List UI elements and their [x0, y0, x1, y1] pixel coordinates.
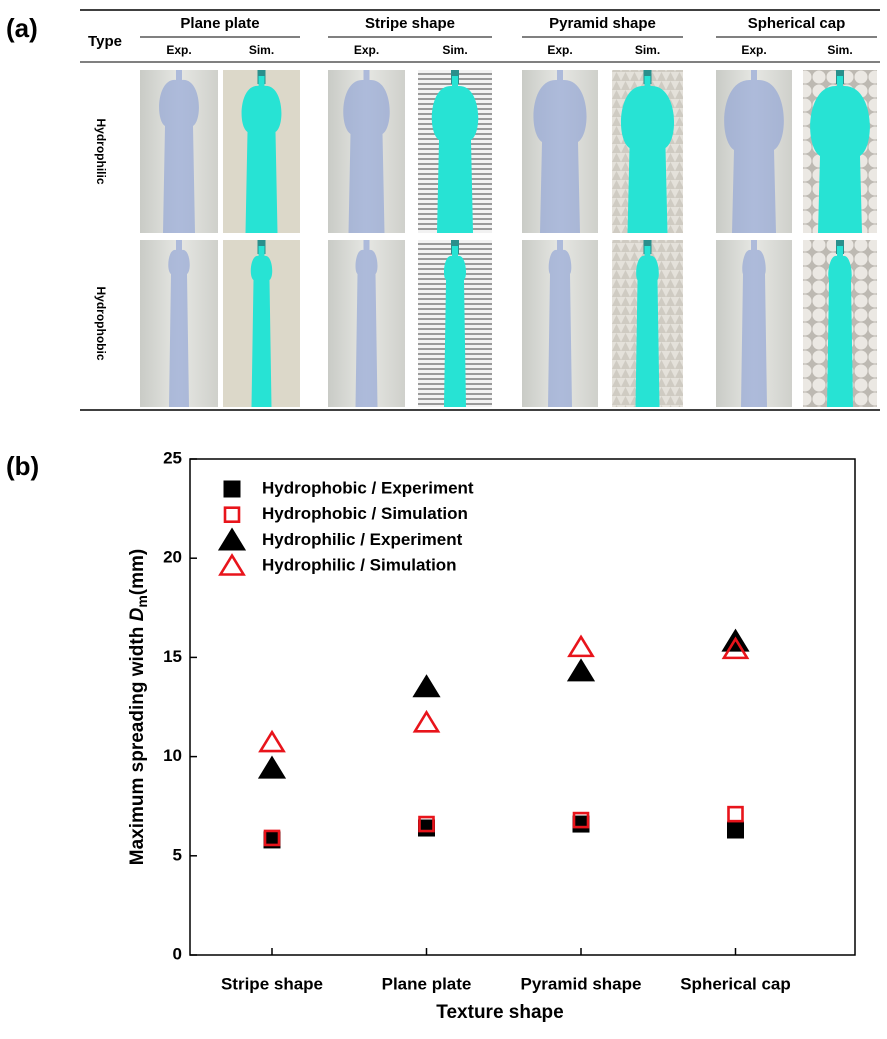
- legend-label: Hydrophilic / Simulation: [262, 556, 457, 575]
- row-label: Hydrophilic: [94, 118, 108, 184]
- data-point: [727, 821, 744, 839]
- column-header: Pyramid shape: [549, 15, 656, 32]
- y-tick-label: 10: [163, 746, 182, 765]
- experiment-fluid: [343, 70, 390, 233]
- type-header: Type: [88, 33, 122, 50]
- x-tick-label: Pyramid shape: [521, 974, 642, 993]
- legend-marker: [223, 506, 241, 524]
- column-header: Plane plate: [180, 15, 259, 32]
- legend-label: Hydrophilic / Experiment: [262, 530, 463, 549]
- row-label: Hydrophobic: [94, 287, 108, 361]
- simulation-fluid: [620, 76, 675, 233]
- simulation-fluid: [241, 76, 282, 233]
- experiment-fluid: [168, 240, 190, 407]
- data-point: [567, 634, 595, 658]
- sub-header: Sim.: [635, 43, 660, 57]
- experiment-fluid: [533, 70, 587, 233]
- data-point: [572, 811, 590, 829]
- simulation-fluid: [810, 76, 870, 233]
- data-point: [263, 829, 281, 847]
- sub-header: Exp.: [166, 43, 191, 57]
- panel-label: (a): [6, 13, 38, 43]
- legend-marker: [217, 527, 247, 551]
- simulation-fluid: [635, 246, 660, 407]
- y-title-symbol: D: [127, 607, 148, 621]
- plot-frame: [189, 458, 856, 956]
- sub-header: Exp.: [354, 43, 379, 57]
- y-tick-label: 20: [163, 548, 182, 567]
- data-point: [418, 819, 435, 837]
- legend-marker: [218, 553, 246, 576]
- legend-marker: [223, 480, 241, 498]
- y-title-subscript: m: [134, 595, 150, 607]
- experiment-fluid: [159, 70, 199, 233]
- x-tick-label: Plane plate: [382, 974, 472, 993]
- data-point: [566, 658, 596, 682]
- y-tick-label: 0: [173, 944, 182, 963]
- y-tick-label: 5: [173, 845, 182, 864]
- simulation-fluid: [431, 76, 479, 233]
- data-point: [412, 709, 441, 733]
- data-point: [572, 815, 590, 833]
- column-header: Stripe shape: [365, 15, 455, 32]
- simulation-fluid: [827, 246, 853, 407]
- y-title-unit: (mm): [127, 549, 148, 595]
- y-title-part: Maximum spreading width: [127, 621, 148, 865]
- experiment-fluid: [724, 70, 784, 233]
- sub-header: Exp.: [741, 43, 766, 57]
- y-tick-label: 15: [163, 647, 182, 666]
- data-point: [418, 815, 435, 833]
- x-tick-label: Spherical cap: [680, 974, 791, 993]
- simulation-fluid: [444, 246, 466, 407]
- sub-header: Sim.: [827, 43, 852, 57]
- sub-header: Sim.: [442, 43, 467, 57]
- experiment-fluid: [741, 240, 767, 407]
- y-axis-title: Maximum spreading width Dm(mm): [127, 549, 150, 866]
- panel-label: (b): [6, 451, 39, 481]
- sub-header: Sim.: [249, 43, 274, 57]
- panel-b: (b) Texture shape Maximum spreading widt…: [6, 448, 856, 1023]
- experiment-fluid: [548, 240, 572, 407]
- data-point: [412, 674, 441, 698]
- panel-a: (a) Type Plane plate Exp. Sim. Stripe shape…: [6, 9, 880, 411]
- legend-label: Hydrophobic / Simulation: [262, 504, 468, 523]
- data-point: [721, 636, 750, 660]
- simulation-fluid: [250, 246, 273, 407]
- data-point: [257, 755, 287, 779]
- sub-header: Exp.: [547, 43, 572, 57]
- x-axis-title: Texture shape: [436, 1002, 563, 1023]
- y-tick-label: 25: [163, 448, 182, 467]
- data-point: [727, 805, 744, 823]
- legend-label: Hydrophobic / Experiment: [262, 478, 474, 497]
- x-tick-label: Stripe shape: [221, 974, 323, 993]
- data-point: [258, 729, 286, 753]
- column-header: Spherical cap: [748, 15, 846, 32]
- experiment-fluid: [355, 240, 378, 407]
